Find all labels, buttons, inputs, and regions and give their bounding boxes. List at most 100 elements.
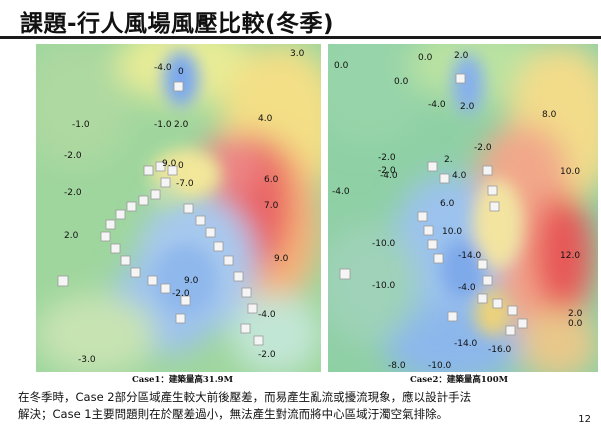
building-block: [130, 267, 141, 278]
building-block: [433, 253, 444, 264]
building-block: [160, 283, 171, 294]
case2-contour-plot: 0.0 0.0 2.0 0.0 -4.0 2.0 8.0 -2.0 -2.0 -…: [328, 44, 598, 372]
building-block: [143, 165, 154, 176]
building-block: [439, 173, 450, 184]
building-block: [487, 185, 498, 196]
building-block: [105, 219, 116, 230]
pressure-label: 9.0: [162, 159, 177, 169]
pressure-labels: 0.0 0.0 2.0 0.0 -4.0 2.0 8.0 -2.0 -2.0 -…: [332, 51, 583, 371]
pressure-label: 0.0: [568, 319, 583, 329]
pressure-label: 8.0: [542, 110, 557, 120]
pressure-label: -4.0: [154, 63, 172, 73]
building-block: [115, 209, 126, 220]
pressure-label: -10.0: [428, 361, 452, 371]
pressure-label: 3.0: [290, 49, 305, 59]
building-block: [173, 81, 184, 92]
pressure-label: 6.0: [264, 175, 279, 185]
pressure-label: 0.0: [334, 61, 349, 71]
building-blocks: [57, 81, 264, 346]
building-block: [427, 239, 438, 250]
building-block: [57, 275, 69, 287]
pressure-label: 6.0: [440, 199, 455, 209]
title-divider: [0, 36, 601, 39]
building-block: [180, 295, 191, 306]
pressure-label: 0.0: [418, 53, 433, 63]
case1-pressure-map: -4.0 0 3.0 -1.0 -1.0 2.0 4.0 -2.0 9.0 0 …: [36, 44, 321, 372]
building-block: [160, 177, 171, 188]
pressure-label: -2.0: [64, 188, 82, 198]
pressure-label: 2.0: [174, 120, 189, 130]
case2-caption: Case2：建築量高100M: [410, 375, 509, 385]
slide-title: 課題-行人風場風壓比較(冬季): [20, 11, 335, 37]
building-block: [517, 318, 528, 329]
building-block: [205, 227, 216, 238]
pressure-label: -14.0: [458, 251, 482, 261]
building-block: [150, 189, 161, 200]
pressure-label: 10.0: [560, 167, 580, 177]
pressure-labels: -4.0 0 3.0 -1.0 -1.0 2.0 4.0 -2.0 9.0 0 …: [64, 49, 305, 365]
pressure-label: 12.0: [560, 251, 580, 261]
building-block: [253, 335, 264, 346]
note-line-1: 在冬季時，Case 2部分區域產生較大前後壓差，而易產生亂流或擾流現象，應以設計…: [18, 390, 472, 404]
pressure-label: 0: [178, 67, 184, 77]
case2-pressure-map: 0.0 0.0 2.0 0.0 -4.0 2.0 8.0 -2.0 -2.0 -…: [328, 44, 598, 372]
building-block: [427, 161, 438, 172]
building-block: [240, 323, 251, 334]
building-block: [492, 298, 503, 309]
pressure-label: -4.0: [380, 171, 398, 181]
building-block: [155, 161, 166, 172]
pressure-label: -1.0: [72, 120, 90, 130]
pressure-label: 2.0: [64, 231, 79, 241]
building-block: [247, 303, 258, 314]
building-block: [505, 325, 516, 336]
pressure-label: -3.0: [78, 355, 96, 365]
pressure-label: 7.0: [264, 201, 279, 211]
pressure-label: 2.: [444, 155, 453, 165]
note-line-2: 解決；Case 1主要問題則在於壓差過小，無法產生對流而將中心區域汙濁空氣排除。: [18, 407, 449, 421]
pressure-label: -2.0: [258, 350, 276, 360]
case1-caption: Case1：建築量高31.9M: [132, 375, 233, 385]
building-block: [417, 211, 428, 222]
pressure-label: 2.0: [454, 51, 469, 61]
pressure-label: 9.0: [184, 276, 199, 286]
building-block: [477, 259, 488, 270]
building-block: [120, 255, 131, 266]
building-block: [195, 215, 206, 226]
building-block: [339, 268, 351, 280]
building-block: [223, 255, 234, 266]
page-number: 12: [578, 414, 591, 425]
building-block: [167, 165, 178, 176]
pressure-label: 4.0: [452, 171, 467, 181]
pressure-label: 0: [178, 161, 184, 171]
building-block: [183, 203, 194, 214]
building-block: [241, 287, 252, 298]
pressure-label: 2.0: [460, 102, 475, 112]
pressure-label: -2.0: [378, 153, 396, 163]
pressure-label: -2.0: [474, 143, 492, 153]
slide-note: 在冬季時，Case 2部分區域產生較大前後壓差，而易產生亂流或擾流現象，應以設計…: [18, 389, 593, 423]
building-blocks: [339, 73, 528, 336]
building-block: [447, 311, 458, 322]
pressure-label: -10.0: [372, 239, 396, 249]
building-block: [110, 243, 121, 254]
pressure-label: -1.0: [154, 120, 172, 130]
pressure-label: -2.0: [172, 289, 190, 299]
building-block: [126, 201, 137, 212]
building-block: [482, 165, 493, 176]
case1-contour-plot: -4.0 0 3.0 -1.0 -1.0 2.0 4.0 -2.0 9.0 0 …: [36, 44, 321, 372]
building-block: [175, 313, 186, 324]
pressure-label: -4.0: [428, 100, 446, 110]
pressure-label: -2.0: [64, 151, 82, 161]
pressure-label: -2.0: [378, 166, 396, 176]
pressure-label: -4.0: [258, 310, 276, 320]
building-block: [423, 225, 434, 236]
pressure-label: -4.0: [458, 283, 476, 293]
pressure-label: 4.0: [258, 114, 273, 124]
pressure-label: 10.0: [442, 227, 462, 237]
pressure-label: 9.0: [274, 254, 289, 264]
pressure-label: -8.0: [388, 361, 406, 371]
building-block: [489, 201, 500, 212]
pressure-label: -14.0: [454, 339, 478, 349]
building-block: [507, 305, 518, 316]
